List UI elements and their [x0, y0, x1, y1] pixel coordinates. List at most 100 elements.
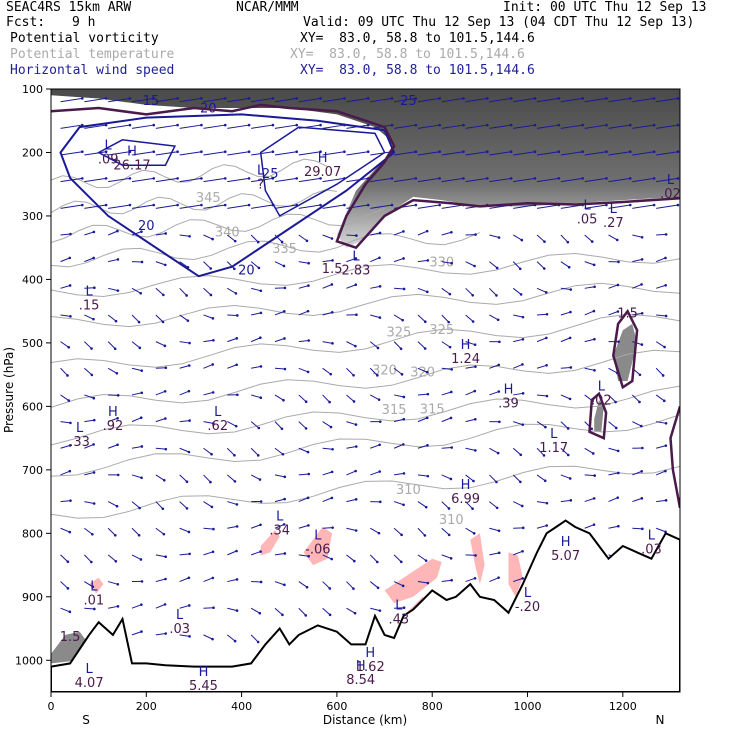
wind-arrow [608, 311, 619, 316]
wind-arrow [298, 340, 309, 343]
wind-arrow-head [163, 603, 167, 606]
wind-arrow-head [329, 425, 333, 429]
wind-arrow-head [543, 240, 546, 243]
x-tick-label: 1000 [514, 700, 542, 713]
wind-arrow-head [280, 427, 284, 431]
wind-arrow [108, 605, 119, 609]
wind-arrow-head [438, 203, 441, 207]
extremum-mark: H [356, 659, 366, 674]
wind-arrow-head [307, 472, 311, 476]
wind-arrow-head [402, 503, 405, 507]
wind-arrow-head [304, 400, 308, 404]
wind-arrow [417, 177, 440, 183]
wind-arrow [108, 97, 131, 103]
wind-arrow-head [128, 123, 132, 127]
wind-arrow-head [68, 469, 72, 473]
extremum-mark: L [85, 284, 93, 299]
wind-arrow-head [496, 451, 500, 455]
wind-arrow-head [664, 233, 668, 236]
wind-arrow [537, 313, 548, 316]
wind-arrow [489, 474, 497, 483]
x-tick-label: 800 [422, 700, 443, 713]
wind-arrow [608, 124, 631, 129]
wind-arrow [656, 124, 679, 129]
wind-arrow [227, 234, 236, 242]
wind-arrow-head [92, 418, 96, 422]
wind-arrow [322, 151, 345, 156]
wind-arrow-head [450, 230, 453, 234]
wind-arrow [560, 499, 571, 503]
wind-arrow-head [306, 309, 310, 313]
wind-arrow [536, 234, 545, 243]
wind-arrow [656, 204, 679, 209]
wind-arrow-head [187, 576, 191, 580]
extremum-mark: L [395, 598, 403, 613]
theta-label: 325 [386, 326, 411, 341]
wind-arrow [274, 474, 285, 478]
theta-label: 330 [429, 256, 454, 271]
wind-arrow-head [425, 370, 429, 374]
extremum-value: -.06 [305, 543, 330, 558]
wind-arrow-head [104, 177, 108, 180]
wind-arrow [203, 527, 214, 530]
wind-arrow [251, 97, 273, 103]
wind-arrow [107, 367, 118, 374]
wind-arrow-head [306, 450, 310, 454]
wind-arrow [274, 367, 285, 370]
wind-arrow [393, 341, 402, 350]
wind-arrow [441, 261, 452, 264]
wind-arrow [155, 501, 164, 510]
wind-arrow-head [116, 582, 120, 586]
wind-arrow [84, 231, 95, 236]
wind-arrow-head [233, 639, 237, 643]
wind-arrow [155, 447, 166, 450]
wind-arrow [322, 204, 345, 209]
wind-arrow [536, 394, 548, 397]
fcst-value: 9 h [72, 15, 96, 30]
wind-arrow-head [187, 450, 191, 454]
wind-arrow-head [569, 288, 573, 291]
wind-arrow [179, 420, 190, 423]
wind-arrow [346, 607, 356, 614]
extremum-mark: L [550, 427, 558, 442]
wind-arrow-head [92, 502, 96, 505]
wind-arrow-head [449, 390, 453, 394]
wind-arrow [560, 177, 583, 183]
wind-arrow [513, 314, 524, 318]
wind-arrow [179, 341, 190, 344]
wind-arrow-head [497, 576, 500, 579]
wind-arrow [298, 285, 309, 289]
wind-arrow [250, 551, 261, 556]
wind-arrow [489, 261, 498, 269]
wind-arrow-head [581, 150, 584, 154]
wind-arrow-head [401, 584, 405, 588]
wind-arrow-head [306, 496, 310, 500]
wind-arrow-head [495, 480, 498, 484]
wind-arrow [370, 151, 393, 156]
wind-arrow-head [414, 97, 418, 100]
wind-arrow-head [152, 150, 156, 154]
wind-arrow [584, 261, 595, 266]
wind-arrow [131, 392, 142, 396]
wind-arrow [322, 311, 333, 316]
wind-arrow-head [486, 150, 489, 154]
wind-arrow [632, 124, 655, 129]
wind-arrow [298, 554, 309, 557]
x-tick-label: 400 [231, 700, 252, 713]
wind-arrow-head [474, 449, 477, 452]
wind-arrow [394, 97, 416, 103]
wind-arrow [489, 391, 499, 396]
wind-arrow-head [116, 416, 119, 420]
wind-arrow [584, 97, 607, 103]
wind-arrow [108, 177, 131, 183]
wind-arrow-head [91, 532, 94, 536]
wind-arrow [489, 501, 498, 509]
wind-arrow [656, 284, 666, 289]
wind-arrow-head [295, 97, 299, 100]
wind-arrow-head [223, 123, 227, 127]
wind-arrow [489, 527, 500, 532]
wind-arrow [656, 445, 666, 449]
wind-arrow [346, 554, 355, 562]
wind-arrow [346, 498, 357, 503]
wind-arrow [60, 257, 70, 263]
